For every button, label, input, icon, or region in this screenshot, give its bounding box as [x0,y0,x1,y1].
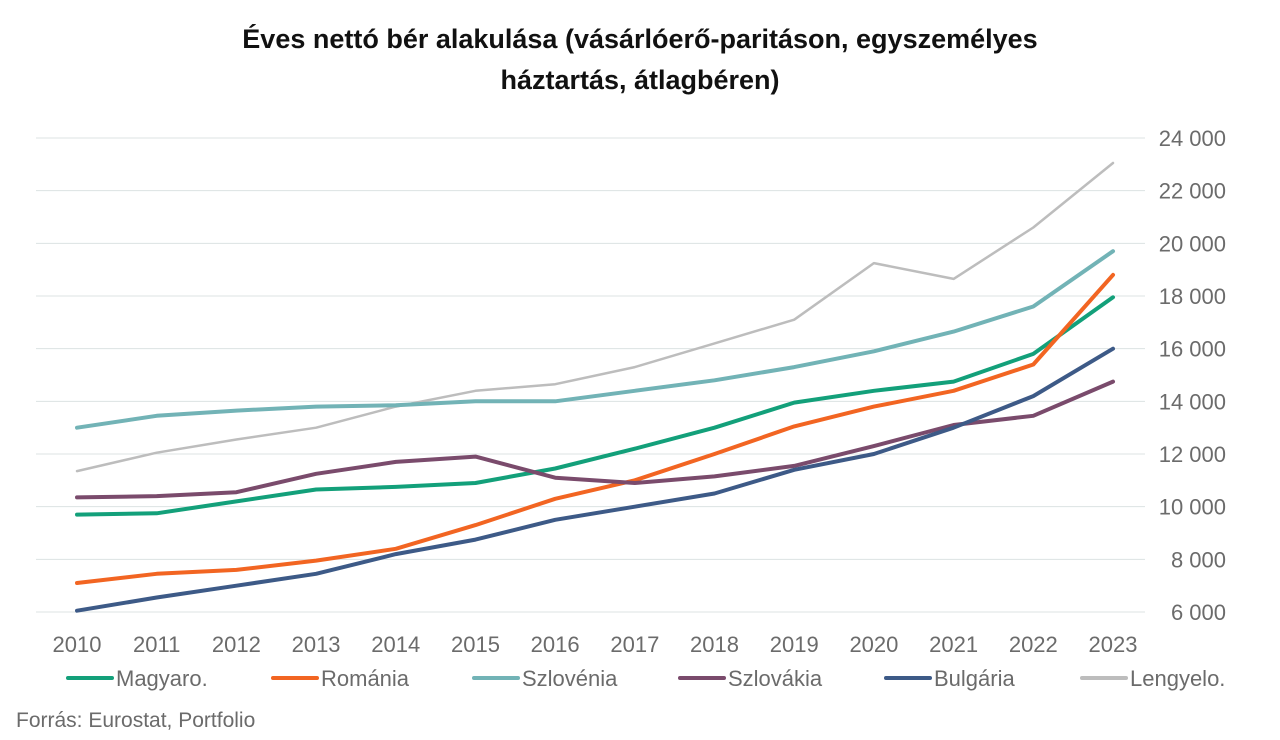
series-line-1 [75,295,1115,517]
series-lines [75,161,1115,613]
x-tick-label: 2019 [770,632,819,657]
legend-label: Magyaro. [116,666,208,691]
y-tick-label: 10 000 [1159,495,1226,520]
y-tick-label: 22 000 [1159,179,1226,204]
x-tick-label: 2015 [451,632,500,657]
x-tick-label: 2014 [371,632,420,657]
y-tick-label: 8 000 [1171,547,1226,572]
y-tick-label: 16 000 [1159,337,1226,362]
series-line-5 [75,346,1115,613]
y-tick-label: 6 000 [1171,600,1226,625]
x-axis-tick-labels: 2010 2011 2012 2013 2014 2015 2016 2017 2018 2019… [53,632,1138,657]
x-tick-label: 2018 [690,632,739,657]
x-tick-label: 2017 [610,632,659,657]
legend-label: Bulgária [934,666,1015,691]
x-tick-label: 2012 [212,632,261,657]
legend-label: Szlovákia [728,666,823,691]
chart-title: Éves nettó bér alakulása (vásárlóerő-par… [242,23,1037,95]
x-tick-label: 2016 [531,632,580,657]
legend: Magyaro. Románia Szlovénia Szlovákia Bulgári… [66,666,1225,691]
legend-label: Románia [321,666,410,691]
series-line-6 [75,161,1115,473]
chart-title-line-1: Éves nettó bér alakulása (vásárlóerő-par… [242,23,1037,54]
chart-title-line-2: háztartás, átlagbéren) [500,65,779,95]
x-tick-label: 2013 [292,632,341,657]
x-tick-label: 2022 [1009,632,1058,657]
source-note: Forrás: Eurostat, Portfolio [16,709,255,732]
y-tick-label: 12 000 [1159,442,1226,467]
y-tick-label: 14 000 [1159,389,1226,414]
x-tick-label: 2021 [929,632,978,657]
y-tick-label: 20 000 [1159,231,1226,256]
x-tick-label: 2020 [849,632,898,657]
x-tick-label: 2023 [1089,632,1138,657]
y-tick-label: 24 000 [1159,126,1226,151]
legend-label: Szlovénia [522,666,618,691]
x-tick-label: 2011 [133,632,180,657]
series-line-3 [75,249,1115,430]
series-line-2 [75,272,1115,585]
y-axis-tick-labels: 6 000 8 000 10 000 12 000 14 000 16 000 18 000… [1159,126,1226,625]
legend-label: Lengyelo. [1130,666,1225,691]
x-tick-label: 2010 [53,632,102,657]
y-tick-label: 18 000 [1159,284,1226,309]
gridlines [36,137,1145,613]
series-line-4 [75,379,1115,500]
